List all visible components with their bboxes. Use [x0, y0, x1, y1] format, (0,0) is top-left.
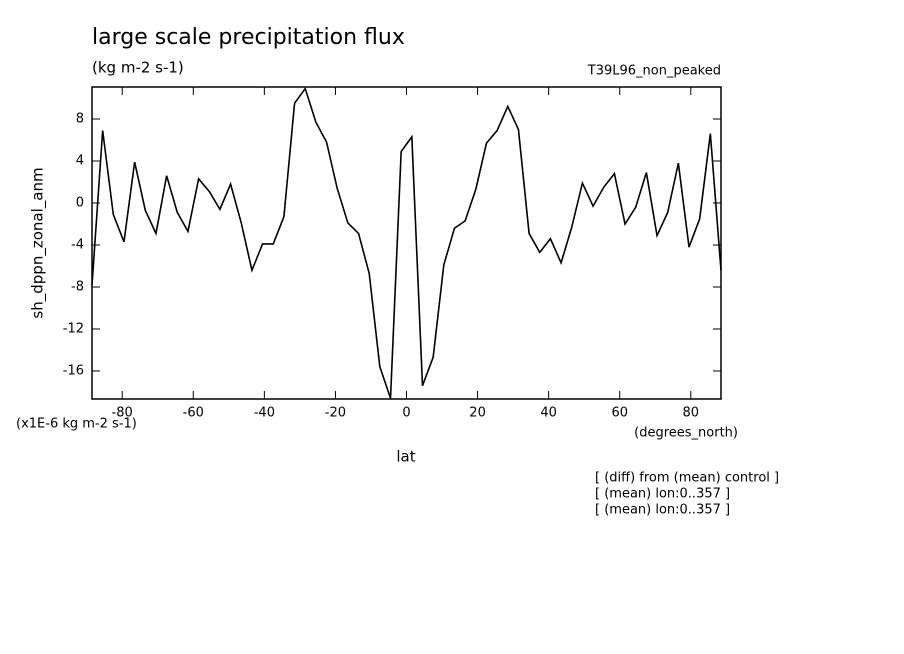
x-axis-units: (degrees_north)	[634, 426, 738, 441]
y-tick-label: 8	[76, 112, 84, 127]
x-tick-label: -60	[183, 406, 204, 421]
chart-subtitle: (kg m-2 s-1)	[92, 59, 184, 77]
x-tick-label: -80	[112, 406, 133, 421]
data-line	[91, 86, 722, 399]
note: [ (mean) lon:0..357 ]	[595, 487, 730, 502]
y-tick-label: 4	[76, 154, 84, 169]
plot-frame	[91, 86, 722, 400]
chart-title: large scale precipitation flux	[92, 25, 405, 50]
y-axis-label: sh_dppn_zonal_anm	[29, 167, 48, 318]
x-tick-label: -40	[254, 406, 275, 421]
y-tick-label: -12	[63, 321, 84, 336]
x-tick-label: 60	[611, 406, 628, 421]
x-axis-label: lat	[396, 448, 415, 466]
y-tick-label: 0	[76, 196, 84, 211]
x-tick-label: 0	[402, 406, 410, 421]
x-tick-label: 80	[683, 406, 700, 421]
y-tick-label: -4	[71, 237, 84, 252]
y-tick-label: -8	[71, 279, 84, 294]
y-tick-label: -16	[63, 363, 84, 378]
x-tick-label: 20	[469, 406, 486, 421]
note: [ (diff) from (mean) control ]	[595, 471, 779, 486]
note: [ (mean) lon:0..357 ]	[595, 503, 730, 518]
x-tick-label: -20	[325, 406, 346, 421]
y-axis-units: (x1E-6 kg m-2 s-1)	[16, 417, 137, 432]
dataset-label: T39L96_non_peaked	[587, 64, 721, 79]
x-tick-label: 40	[540, 406, 557, 421]
